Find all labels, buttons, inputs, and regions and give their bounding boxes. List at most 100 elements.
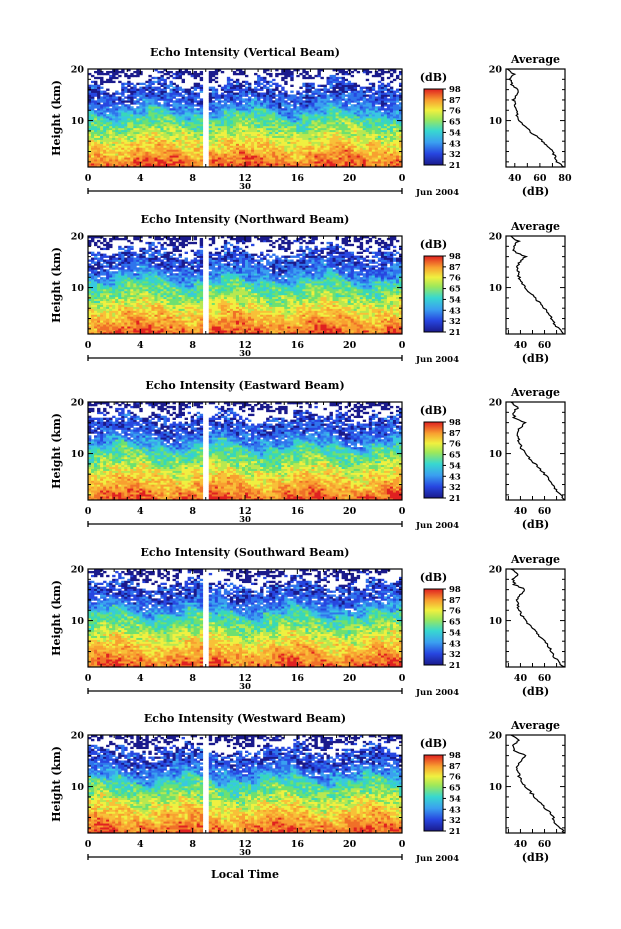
- heatmap-cell: [302, 137, 306, 140]
- heatmap-cell: [115, 157, 119, 160]
- heatmap-cell: [272, 135, 276, 138]
- heatmap-cell: [344, 145, 348, 148]
- heatmap-cell: [160, 137, 164, 140]
- heatmap-cell: [377, 131, 382, 135]
- heatmap-cell: [338, 149, 342, 152]
- heatmap-cell: [329, 163, 333, 166]
- heatmap-cell: [238, 147, 243, 150]
- heatmap-cell: [148, 147, 152, 150]
- heatmap-cell: [160, 165, 164, 168]
- heatmap-cell: [154, 141, 158, 144]
- heatmap-cell: [365, 159, 370, 162]
- heatmap-cell: [226, 153, 231, 156]
- heatmap-cell: [311, 147, 315, 150]
- heatmap-cell: [106, 78, 110, 82]
- heatmap-cell: [392, 139, 397, 142]
- heatmap-cell: [275, 133, 279, 136]
- heatmap-cell: [293, 133, 297, 136]
- heatmap-cell: [251, 143, 255, 146]
- heatmap-cell: [139, 137, 143, 140]
- heatmap-cell: [136, 82, 140, 86]
- heatmap-cell: [338, 151, 342, 154]
- heatmap-cell: [251, 145, 255, 148]
- heatmap-cell: [254, 131, 258, 135]
- heatmap-cell: [157, 70, 161, 74]
- heatmap-cell: [326, 131, 330, 135]
- heatmap-cell: [389, 149, 394, 152]
- heatmap-cell: [118, 133, 122, 136]
- heatmap-cell: [266, 159, 270, 162]
- heatmap-cell: [178, 86, 182, 89]
- heatmap-cell: [184, 165, 188, 168]
- heatmap-cell: [163, 78, 167, 82]
- heatmap-cell: [368, 137, 373, 140]
- heatmap-cell: [166, 155, 170, 158]
- heatmap-cell: [238, 151, 243, 154]
- heatmap-cell: [302, 145, 306, 148]
- heatmap-cell: [326, 163, 330, 166]
- heatmap-cell: [166, 137, 170, 140]
- heatmap-cell: [341, 165, 345, 168]
- heatmap-cell: [389, 159, 394, 162]
- heatmap-cell: [389, 133, 394, 136]
- heatmap-cell: [260, 141, 264, 144]
- heatmap-cell: [133, 147, 137, 150]
- heatmap-cell: [248, 159, 252, 162]
- heatmap-cell: [88, 163, 92, 166]
- heatmap-cell: [284, 161, 288, 164]
- heatmap-cell: [220, 100, 225, 103]
- heatmap-cell: [323, 141, 327, 144]
- heatmap-cell: [305, 135, 309, 138]
- heatmap-cell: [365, 165, 370, 168]
- heatmap-cell: [151, 133, 155, 136]
- heatmap-cell: [287, 159, 291, 162]
- heatmap-cell: [139, 131, 143, 135]
- heatmap-cell: [368, 135, 373, 138]
- heatmap-cell: [362, 153, 367, 156]
- heatmap-cell: [112, 141, 116, 144]
- heatmap-cell: [350, 74, 355, 78]
- heatmap-cell: [235, 72, 240, 76]
- heatmap-cell: [121, 133, 125, 136]
- heatmap-cell: [380, 153, 385, 156]
- heatmap-cell: [220, 137, 225, 140]
- heatmap-cell: [223, 151, 228, 154]
- heatmap-cell: [257, 151, 261, 154]
- heatmap-cell: [232, 131, 237, 135]
- heatmap-cell: [121, 157, 125, 160]
- heatmap-cell: [166, 139, 170, 142]
- heatmap-cell: [371, 135, 376, 138]
- heatmap-cell: [386, 159, 391, 162]
- heatmap-cell: [281, 161, 285, 164]
- heatmap-cell: [193, 159, 198, 162]
- heatmap-cell: [308, 161, 312, 164]
- heatmap-cell: [145, 131, 149, 135]
- heatmap-cell: [220, 145, 225, 148]
- heatmap-cell: [97, 147, 101, 150]
- heatmap-cell: [362, 133, 367, 136]
- heatmap-cell: [368, 82, 373, 86]
- heatmap-cell: [347, 143, 352, 146]
- heatmap-cell: [145, 157, 149, 160]
- heatmap-cell: [353, 149, 358, 152]
- heatmap-cell: [100, 155, 104, 158]
- heatmap-cell: [103, 80, 107, 84]
- heatmap-cell: [130, 131, 134, 135]
- heatmap-cell: [383, 151, 388, 154]
- heatmap-cell: [257, 159, 261, 162]
- panel-title: Echo Intensity (Vertical Beam): [150, 46, 340, 59]
- heatmap-cell: [374, 135, 379, 138]
- colorbar-tick-label: 21: [449, 161, 461, 171]
- heatmap-cell: [386, 161, 391, 164]
- heatmap-cell: [130, 149, 134, 152]
- heatmap-cell: [94, 165, 98, 168]
- heatmap-cell: [359, 143, 364, 146]
- heatmap-cell: [359, 139, 364, 142]
- heatmap-cell: [299, 86, 303, 89]
- heatmap-cell: [196, 147, 201, 150]
- heatmap-cell: [329, 149, 333, 152]
- heatmap-cell: [160, 131, 164, 135]
- heatmap-cell: [100, 76, 104, 80]
- heatmap-cell: [154, 147, 158, 150]
- heatmap-cell: [136, 147, 140, 150]
